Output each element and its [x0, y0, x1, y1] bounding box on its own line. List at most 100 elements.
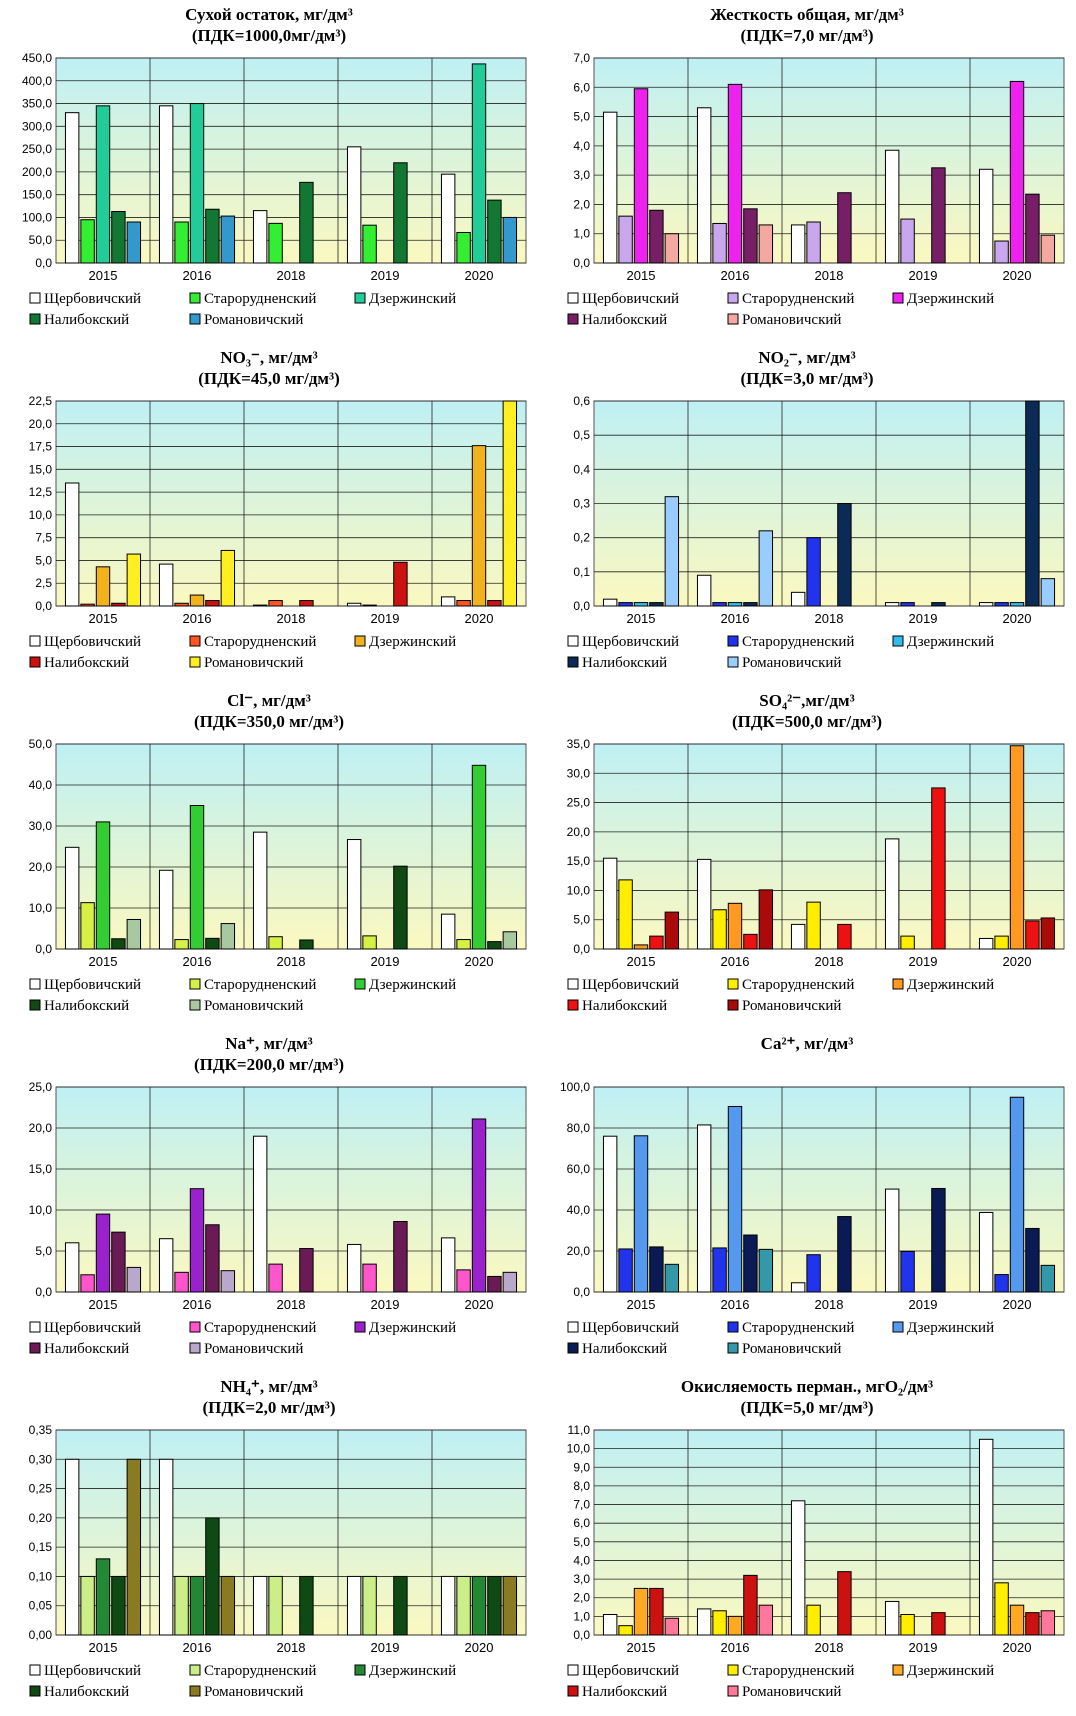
legend-label: Старорудненский — [742, 1663, 854, 1679]
chart-svg: NO₃⁻, мг/дм³ (ПДК=45,0 мг/дм³) 0,0 2,5 5,0 7,… — [29, 348, 527, 671]
bar — [111, 1575, 126, 1636]
y-tick-label: 350,0 — [22, 97, 52, 111]
bar — [618, 602, 633, 607]
x-tick-label: 2018 — [815, 954, 844, 969]
legend-swatch — [189, 1685, 201, 1697]
y-tick-label: 20,0 — [567, 1244, 591, 1258]
x-tick-label: 2015 — [89, 954, 118, 969]
chart-title: Сухой остаток, мг/дм³ — [185, 5, 353, 24]
x-tick-label: 2016 — [183, 954, 212, 969]
legend-swatch — [892, 292, 904, 304]
y-tick-label: 15,0 — [29, 1162, 53, 1176]
bar — [456, 600, 471, 607]
y-tick-label: 8,0 — [573, 1479, 590, 1493]
chart-svg: Ca²⁺, мг/дм³ 0,0 20,0 40,0 60,0 80,0 100,0 2015… — [560, 1034, 1065, 1357]
bar — [806, 537, 821, 607]
bar — [743, 1574, 758, 1636]
bar — [837, 1216, 852, 1293]
bar — [471, 1118, 487, 1293]
y-tick-label: 60,0 — [567, 1162, 591, 1176]
bar — [205, 1517, 220, 1636]
y-tick-label: 10,0 — [29, 508, 53, 522]
x-tick-label: 2016 — [721, 1297, 750, 1312]
bar — [994, 602, 1009, 607]
bar — [502, 931, 518, 950]
y-tick-label: 0,6 — [573, 394, 590, 408]
y-tick-label: 80,0 — [567, 1121, 591, 1135]
y-tick-label: 5,0 — [35, 553, 52, 567]
y-tick-label: 2,5 — [35, 576, 52, 590]
y-tick-label: 40,0 — [29, 778, 53, 792]
legend-swatch — [567, 313, 579, 325]
bar — [806, 221, 821, 264]
legend-swatch — [189, 1321, 201, 1333]
y-tick-label: 20,0 — [29, 860, 53, 874]
legend-label: Романовичский — [204, 655, 303, 671]
y-tick-label: 0,10 — [29, 1569, 53, 1583]
legend-label: Дзержинский — [907, 1320, 994, 1336]
bar — [931, 167, 946, 264]
bar — [727, 83, 743, 264]
bar — [1009, 1604, 1025, 1636]
y-tick-label: 4,0 — [573, 139, 590, 153]
x-tick-label: 2016 — [183, 611, 212, 626]
x-tick-label: 2015 — [627, 1297, 656, 1312]
legend-label: Налибокский — [44, 1684, 129, 1700]
legend-label: Романовичский — [742, 655, 841, 671]
legend-swatch — [727, 1321, 739, 1333]
y-tick-label: 40,0 — [567, 1203, 591, 1217]
bar — [126, 1458, 142, 1636]
bar — [64, 482, 80, 607]
bar — [126, 1266, 142, 1293]
bar — [884, 838, 900, 950]
y-tick-label: 0,20 — [29, 1511, 53, 1525]
legend-label: Дзержинский — [907, 634, 994, 650]
bar — [487, 600, 502, 607]
bar — [1009, 80, 1025, 264]
y-tick-label: 25,0 — [29, 1080, 53, 1094]
bar — [664, 1263, 680, 1293]
legend-swatch — [354, 1664, 366, 1676]
legend-swatch — [727, 313, 739, 325]
x-tick-label: 2019 — [371, 1297, 400, 1312]
legend-swatch — [727, 978, 739, 990]
bar — [602, 598, 618, 607]
x-tick-label: 2018 — [815, 1640, 844, 1655]
x-tick-label: 2020 — [1003, 268, 1032, 283]
bar — [252, 831, 268, 950]
bar — [440, 173, 456, 264]
legend-swatch — [29, 1685, 41, 1697]
y-tick-label: 10,0 — [567, 1442, 591, 1456]
bar — [189, 1188, 205, 1293]
chart-title: NO₂⁻, мг/дм³ — [758, 348, 855, 367]
bar — [393, 162, 408, 264]
bar — [205, 937, 220, 950]
plot-area — [55, 1086, 527, 1293]
x-tick-label: 2019 — [909, 611, 938, 626]
legend-swatch — [727, 635, 739, 647]
y-tick-label: 0,15 — [29, 1540, 53, 1554]
legend-swatch — [892, 1321, 904, 1333]
chart-sodium: Na⁺, мг/дм³ (ПДК=200,0 мг/дм³) 0,0 5,0 10,0 1… — [0, 1029, 538, 1372]
legend-label: Романовичский — [742, 1341, 841, 1357]
bar — [931, 787, 946, 950]
bar — [900, 935, 915, 950]
bar — [837, 192, 852, 264]
x-tick-label: 2015 — [89, 268, 118, 283]
bar — [1025, 1227, 1040, 1293]
bar — [758, 1248, 774, 1293]
bar — [931, 1187, 946, 1293]
bar — [664, 1617, 680, 1636]
bar — [502, 1575, 518, 1636]
bar — [111, 602, 126, 607]
x-tick-label: 2020 — [465, 954, 494, 969]
bar — [727, 902, 743, 950]
bar — [95, 566, 111, 607]
x-tick-label: 2015 — [627, 268, 656, 283]
legend-label: Романовичский — [742, 1684, 841, 1700]
bar — [189, 594, 205, 607]
bar — [95, 1213, 111, 1293]
chart-total-hardness: Жесткость общая, мг/дм³ (ПДК=7,0 мг/дм³) 0… — [538, 0, 1076, 343]
legend-swatch — [892, 1664, 904, 1676]
chart-calcium: Ca²⁺, мг/дм³ 0,0 20,0 40,0 60,0 80,0 100,0 2015… — [538, 1029, 1076, 1372]
